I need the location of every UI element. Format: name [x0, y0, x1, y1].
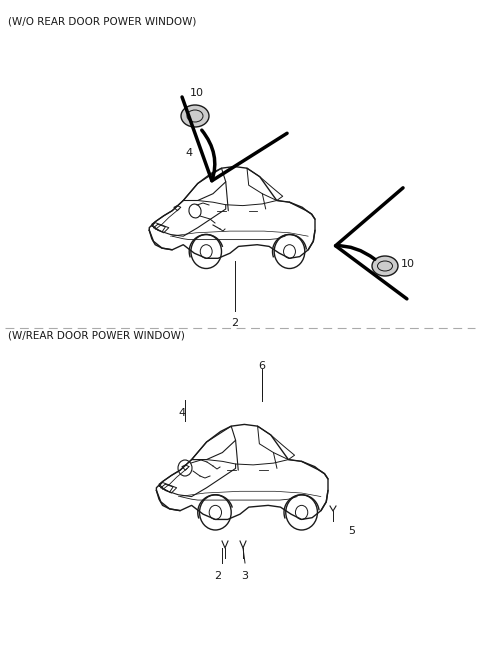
Text: (W/REAR DOOR POWER WINDOW): (W/REAR DOOR POWER WINDOW)	[8, 331, 185, 341]
Text: 2: 2	[215, 571, 222, 581]
Text: 6: 6	[259, 361, 265, 371]
Text: 5: 5	[348, 526, 355, 536]
Text: 10: 10	[401, 259, 415, 269]
Text: 4: 4	[185, 148, 192, 158]
Text: 2: 2	[231, 318, 239, 328]
Text: 3: 3	[241, 571, 249, 581]
Text: (W/O REAR DOOR POWER WINDOW): (W/O REAR DOOR POWER WINDOW)	[8, 16, 196, 26]
Ellipse shape	[181, 105, 209, 127]
Text: 4: 4	[178, 408, 185, 418]
Text: 10: 10	[190, 88, 204, 98]
Ellipse shape	[372, 256, 398, 276]
